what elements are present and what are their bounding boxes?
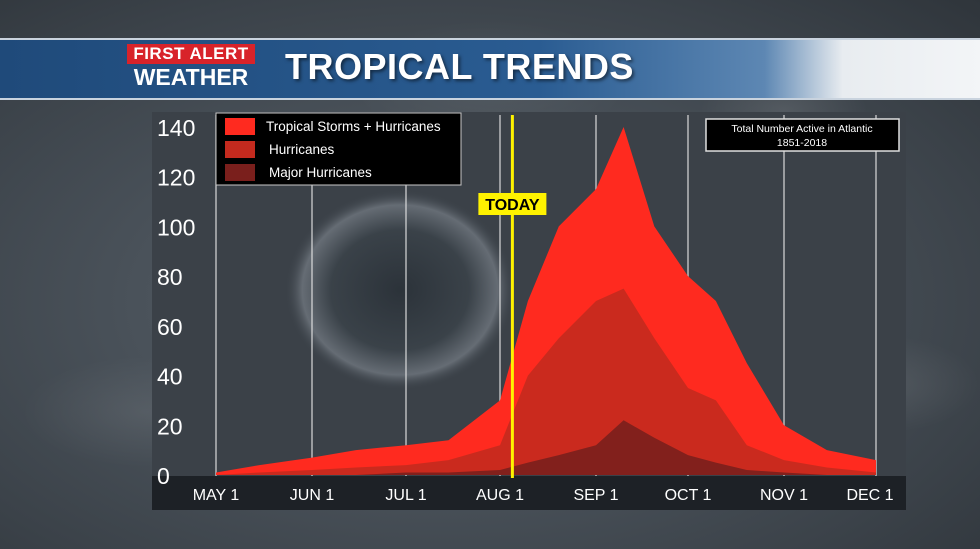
legend-label-1: Hurricanes	[269, 142, 335, 157]
logo-weather: WEATHER	[133, 64, 249, 90]
x-tick-label: DEC 1	[846, 487, 893, 504]
y-tick-label: 0	[157, 463, 170, 489]
legend-swatch-2	[225, 164, 255, 181]
today-label-box	[478, 193, 547, 215]
today-marker: TODAY	[478, 115, 547, 478]
y-axis-ticks: 140 120 100 80 60 40 20 0	[157, 115, 195, 489]
x-tick-label: NOV 1	[760, 487, 808, 504]
area-series	[216, 127, 876, 475]
legend: Tropical Storms + Hurricanes Hurricanes Ma…	[215, 112, 462, 186]
legend-label-2: Major Hurricanes	[269, 165, 372, 180]
y-tick-label: 100	[157, 214, 195, 240]
y-tick-label: 140	[157, 115, 195, 141]
chart-title-box: Total Number Active in Atlantic 1851-201…	[705, 118, 900, 152]
today-label: TODAY	[485, 197, 540, 214]
area-series-0	[216, 127, 876, 475]
x-tick-label: AUG 1	[476, 487, 524, 504]
legend-swatch-0	[225, 118, 255, 135]
x-tick-label: JUN 1	[290, 487, 335, 504]
y-tick-label: 40	[157, 364, 183, 390]
y-tick-label: 120	[157, 165, 195, 191]
legend-swatch-1	[225, 141, 255, 158]
page-title: TROPICAL TRENDS	[285, 46, 634, 87]
legend-label-0: Tropical Storms + Hurricanes	[266, 119, 441, 134]
y-tick-label: 20	[157, 413, 183, 439]
x-tick-label: JUL 1	[385, 487, 426, 504]
y-tick-label: 80	[157, 264, 183, 290]
x-axis-ticks: MAY 1 JUN 1 JUL 1 AUG 1 SEP 1 OCT 1 NOV 1 DEC 1	[193, 487, 894, 504]
area-series-2	[216, 420, 876, 475]
x-tick-label: SEP 1	[573, 487, 618, 504]
x-tick-label: OCT 1	[665, 487, 712, 504]
y-tick-label: 60	[157, 314, 183, 340]
x-tick-label: MAY 1	[193, 487, 240, 504]
chart-title: Total Number Active in Atlantic	[731, 123, 872, 135]
area-series-1	[216, 288, 876, 475]
chart-subtitle: 1851-2018	[777, 137, 827, 149]
logo-first-alert: FIRST ALERT	[127, 44, 255, 64]
